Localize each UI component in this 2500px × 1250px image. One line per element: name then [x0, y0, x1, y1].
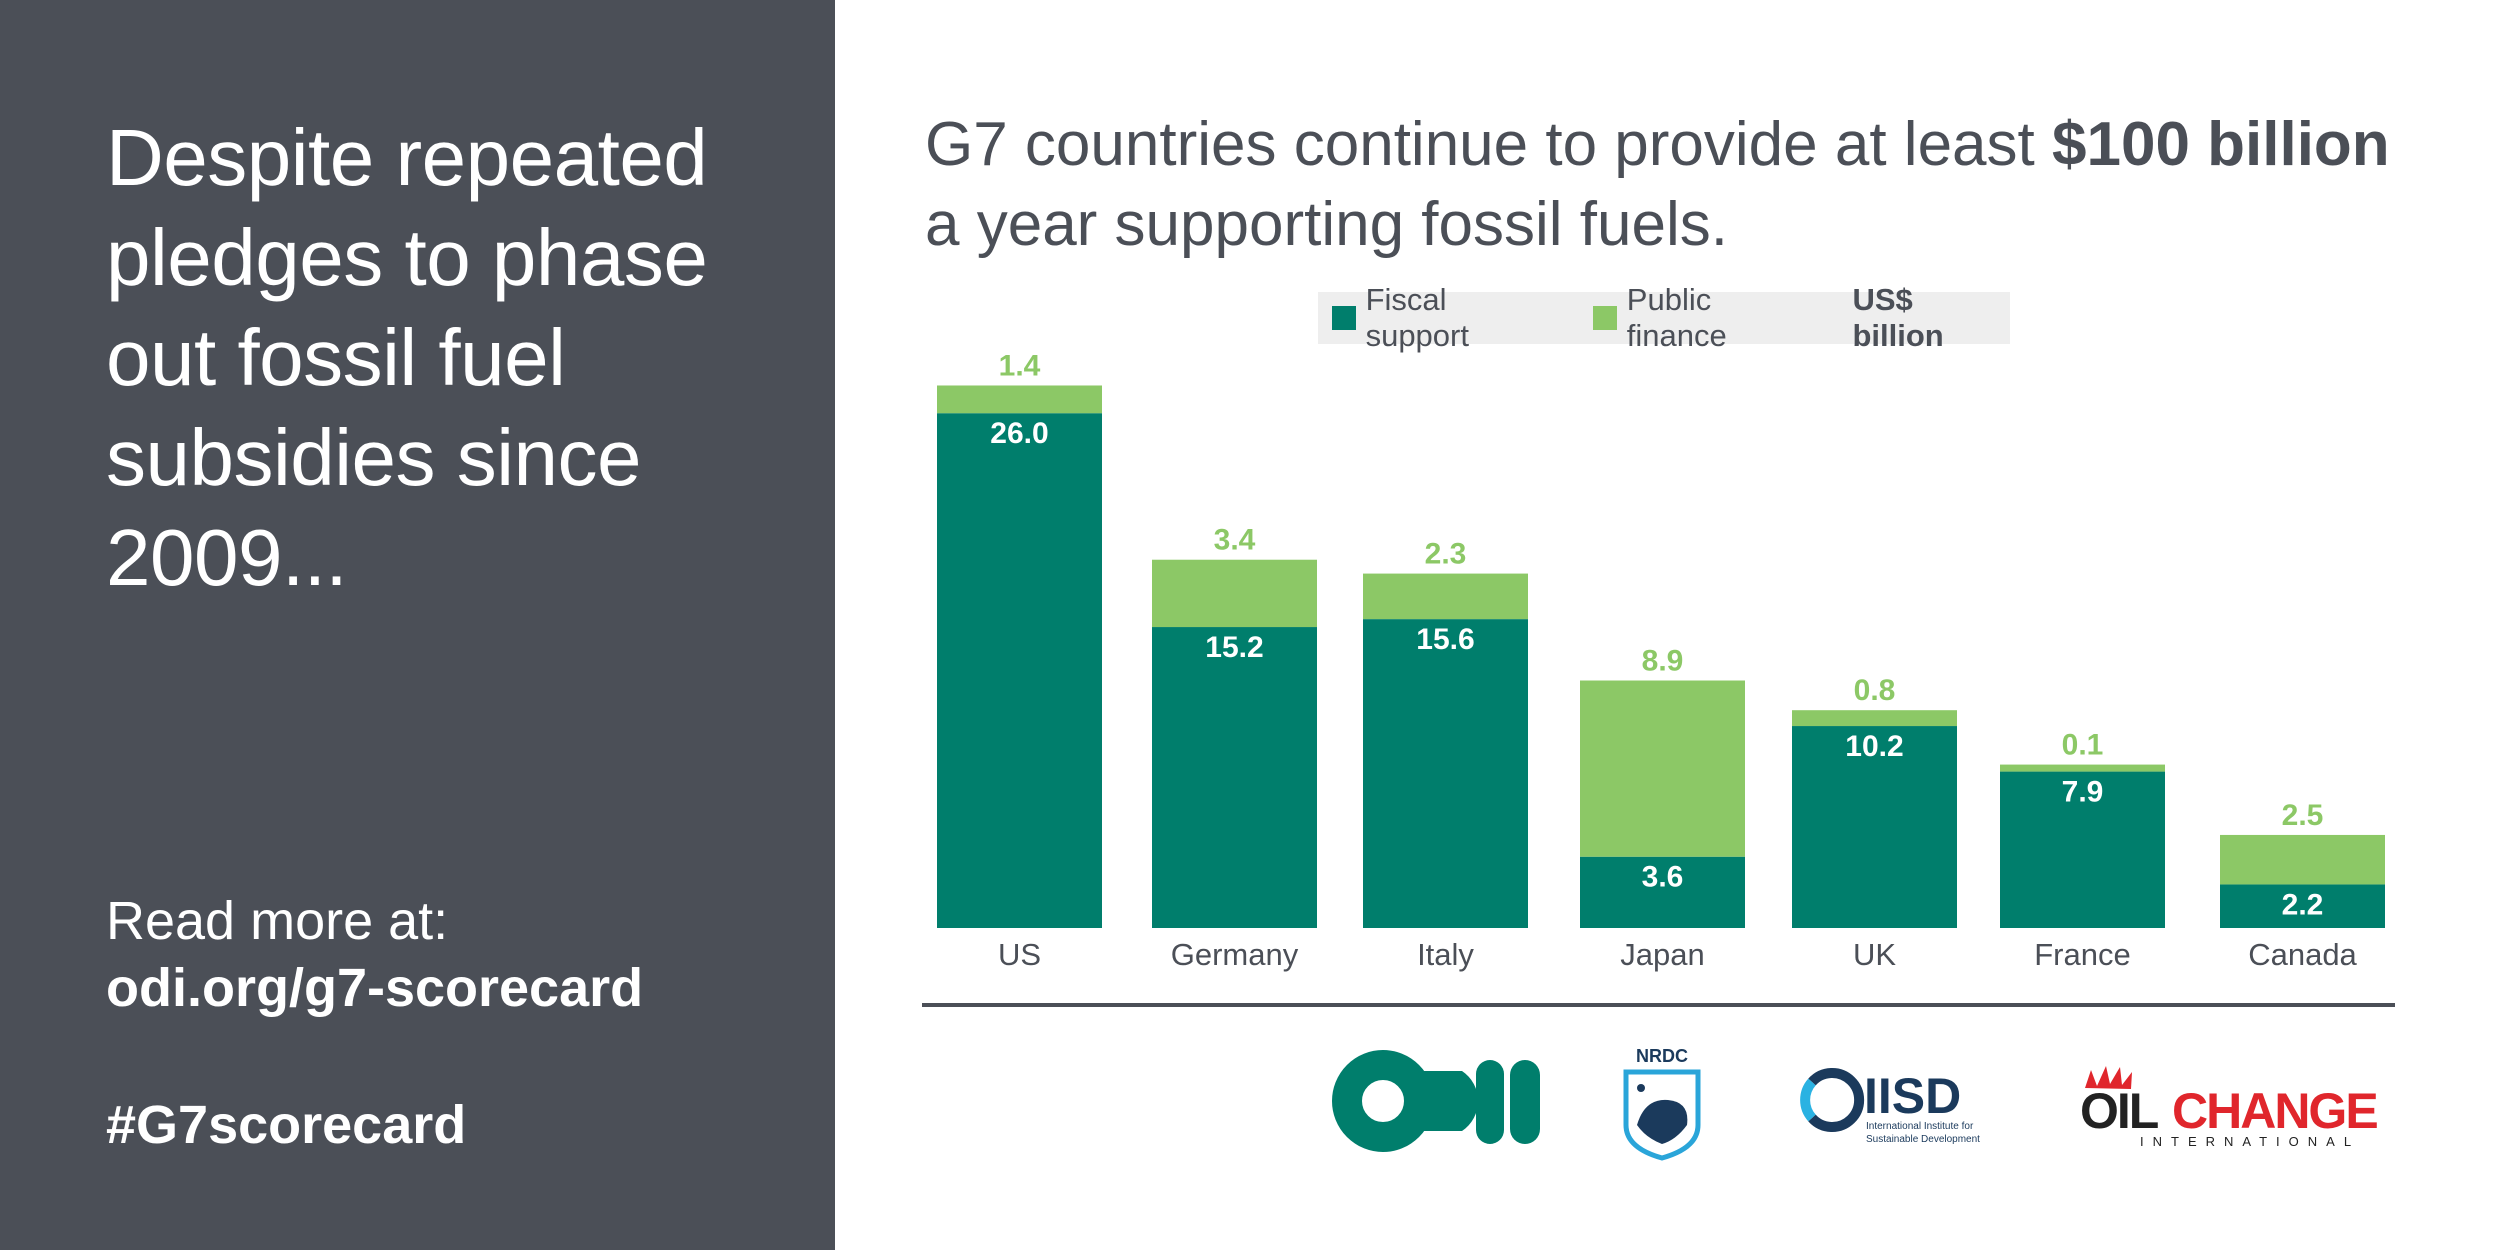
value-label-public-germany: 3.4	[1214, 524, 1256, 557]
legend-item-public: Public finance	[1593, 282, 1816, 354]
category-label-japan: Japan	[1620, 937, 1704, 972]
category-label-us: US	[998, 937, 1041, 972]
oil-change-international-logo: OIL CHANGE INTERNATIONAL	[2080, 1066, 2379, 1149]
value-label-public-france: 0.1	[2062, 729, 2104, 762]
iisd-logo-subtitle-1: International Institute for	[1866, 1121, 1974, 1132]
iisd-logo: IISD International Institute for Sustain…	[1800, 1068, 1980, 1145]
legend-label-public: Public finance	[1626, 282, 1727, 353]
bar-fiscal-uk	[1792, 726, 1957, 928]
value-label-fiscal-japan: 3.6	[1642, 861, 1684, 894]
legend-swatch-fiscal	[1332, 306, 1356, 330]
iisd-logo-subtitle-2: Sustainable Development	[1866, 1134, 1980, 1145]
value-label-public-us: 1.4	[999, 349, 1041, 382]
oci-logo-international: INTERNATIONAL	[2140, 1134, 2360, 1149]
value-label-fiscal-italy: 15.6	[1416, 623, 1474, 656]
chart-title-part1: G7 countries continue to provide at leas…	[925, 110, 2052, 179]
legend-unit-label: US$ billion	[1852, 282, 1944, 353]
bar-public-germany	[1152, 559, 1317, 628]
nrdc-logo: NRDC	[1623, 1046, 1701, 1161]
left-panel: Despite repeated pledges to phase out fo…	[0, 0, 835, 1250]
odi-logo: odi	[1332, 1050, 1540, 1152]
chart-title-bold: $100 billion	[2052, 110, 2390, 179]
oci-logo-change: CHANGE	[2172, 1083, 2377, 1139]
bar-public-us	[937, 385, 1102, 414]
bar-public-italy	[1363, 573, 1528, 620]
chart-legend: Fiscal support Public finance US$ billio…	[1318, 282, 2010, 353]
bar-fiscal-italy	[1363, 619, 1528, 928]
bar-fiscal-us	[937, 413, 1102, 928]
value-label-fiscal-uk: 10.2	[1845, 730, 1903, 763]
value-label-public-italy: 2.3	[1425, 538, 1467, 571]
category-label-france: France	[2034, 937, 2130, 972]
legend-swatch-public	[1593, 306, 1617, 330]
bar-fiscal-japan	[1580, 856, 1745, 928]
value-label-public-uk: 0.8	[1854, 674, 1896, 707]
value-label-public-japan: 8.9	[1642, 645, 1684, 678]
category-label-germany: Germany	[1171, 937, 1299, 972]
headline: Despite repeated pledges to phase out fo…	[106, 113, 708, 602]
bar-public-japan	[1580, 680, 1745, 857]
legend-label-fiscal: Fiscal support	[1365, 282, 1469, 353]
scorecard-link[interactable]: odi.org/g7-scorecard	[106, 958, 644, 1018]
value-label-fiscal-us: 26.0	[990, 417, 1048, 450]
read-more-text: Read more at:	[106, 891, 449, 951]
nrdc-logo-text: NRDC	[1636, 1046, 1688, 1066]
iisd-logo-text: IISD	[1864, 1068, 1961, 1124]
bars-layer: 26.0 1.4 US 15.2 3.4 Germany 15.6 2.3 Italy 3.6 8.…	[937, 349, 2385, 972]
hashtag: #G7scorecard	[106, 1095, 467, 1155]
value-label-fiscal-canada: 2.2	[2282, 888, 2324, 921]
category-label-italy: Italy	[1417, 937, 1474, 972]
category-label-canada: Canada	[2248, 937, 2357, 972]
bar-public-uk	[1792, 710, 1957, 727]
value-label-fiscal-france: 7.9	[2062, 776, 2104, 809]
bar-fiscal-canada	[2220, 884, 2385, 928]
category-label-uk: UK	[1853, 937, 1896, 972]
bar-public-canada	[2220, 834, 2385, 885]
legend-item-fiscal: Fiscal support	[1332, 282, 1555, 354]
value-label-public-canada: 2.5	[2282, 799, 2324, 832]
bar-fiscal-france	[2000, 771, 2165, 928]
chart-title-part2: a year supporting fossil fuels.	[925, 190, 1728, 259]
bar-fiscal-germany	[1152, 627, 1317, 928]
value-label-fiscal-germany: 15.2	[1205, 631, 1263, 664]
bar-public-france	[2000, 764, 2165, 772]
chart-title: G7 countries continue to provide at leas…	[925, 105, 2425, 265]
oci-logo-oil: OIL	[2080, 1083, 2158, 1139]
